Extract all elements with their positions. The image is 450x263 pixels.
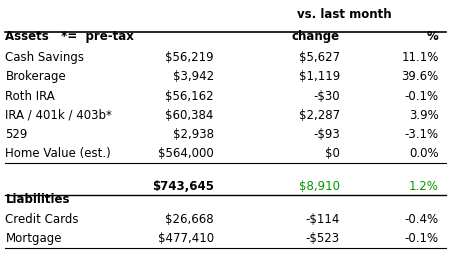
Text: IRA / 401k / 403b*: IRA / 401k / 403b* [5, 109, 112, 122]
Text: Liabilities: Liabilities [5, 193, 70, 206]
Text: Home Value (est.): Home Value (est.) [5, 147, 111, 160]
Text: -$523: -$523 [306, 232, 340, 245]
Text: $2,287: $2,287 [299, 109, 340, 122]
Text: Mortgage: Mortgage [5, 232, 62, 245]
Text: $1,119: $1,119 [298, 70, 340, 83]
Text: $743,645: $743,645 [152, 180, 214, 193]
Text: Cash Savings: Cash Savings [5, 51, 85, 64]
Text: -$93: -$93 [313, 128, 340, 141]
Text: -0.4%: -0.4% [405, 213, 439, 225]
Text: -$114: -$114 [306, 213, 340, 225]
Text: Assets   *=  pre-tax: Assets *= pre-tax [5, 30, 134, 43]
Text: vs. last month: vs. last month [297, 8, 392, 21]
Text: %: % [427, 30, 439, 43]
Text: Roth IRA: Roth IRA [5, 90, 55, 103]
Text: $26,668: $26,668 [165, 213, 214, 225]
Text: $477,410: $477,410 [158, 232, 214, 245]
Text: $5,627: $5,627 [299, 51, 340, 64]
Text: 1.2%: 1.2% [409, 180, 439, 193]
Text: $8,910: $8,910 [299, 180, 340, 193]
Text: Credit Cards: Credit Cards [5, 213, 79, 225]
Text: 11.1%: 11.1% [401, 51, 439, 64]
Text: 3.9%: 3.9% [409, 109, 439, 122]
Text: change: change [292, 30, 340, 43]
Text: $0: $0 [325, 147, 340, 160]
Text: $60,384: $60,384 [166, 109, 214, 122]
Text: $564,000: $564,000 [158, 147, 214, 160]
Text: 529: 529 [5, 128, 28, 141]
Text: -0.1%: -0.1% [405, 90, 439, 103]
Text: Brokerage: Brokerage [5, 70, 66, 83]
Text: 0.0%: 0.0% [409, 147, 439, 160]
Text: -0.1%: -0.1% [405, 232, 439, 245]
Text: $56,219: $56,219 [165, 51, 214, 64]
Text: $56,162: $56,162 [165, 90, 214, 103]
Text: $3,942: $3,942 [173, 70, 214, 83]
Text: -3.1%: -3.1% [405, 128, 439, 141]
Text: 39.6%: 39.6% [401, 70, 439, 83]
Text: -$30: -$30 [313, 90, 340, 103]
Text: $2,938: $2,938 [173, 128, 214, 141]
